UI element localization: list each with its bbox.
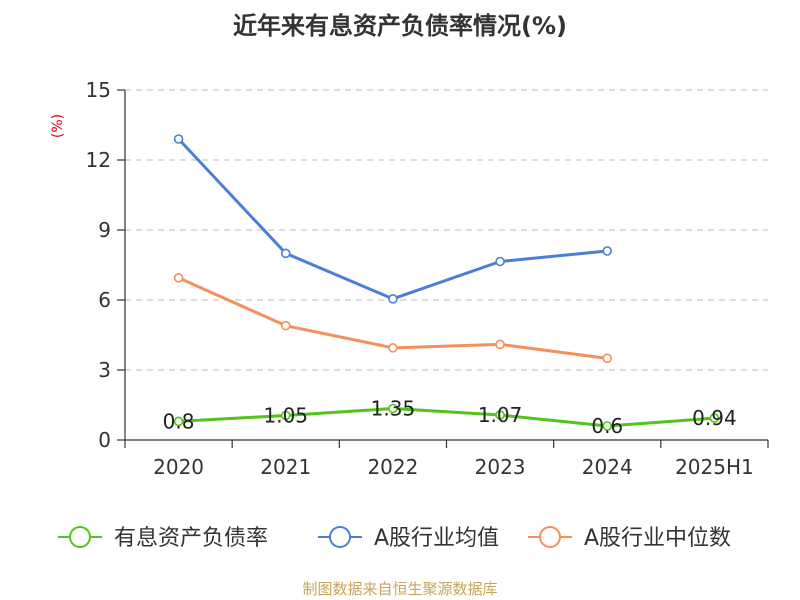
legend-label: A股行业中位数 — [584, 526, 731, 551]
data-label: 0.94 — [692, 406, 737, 430]
legend-marker — [69, 526, 91, 548]
y-tick-label: 3 — [98, 358, 111, 382]
x-tick-label: 2022 — [367, 455, 418, 479]
grid-lines — [125, 89, 768, 371]
series-line — [178, 407, 715, 428]
y-tick-label: 9 — [98, 218, 111, 242]
series-2 — [173, 273, 613, 364]
y-tick-label: 0 — [98, 428, 111, 452]
legend-item-2[interactable]: A股行业中位数 — [528, 526, 731, 551]
legend-marker — [329, 526, 351, 548]
data-label: 0.8 — [163, 409, 195, 433]
data-labels: 0.8 1.05 1.35 1.07 0.6 0.94 — [163, 397, 737, 439]
data-point[interactable] — [280, 248, 291, 259]
series-line — [177, 137, 608, 301]
series-0 — [173, 403, 720, 431]
data-label: 0.6 — [591, 414, 623, 438]
series-1 — [173, 134, 613, 304]
y-tick-label: 12 — [86, 148, 111, 172]
data-point[interactable] — [388, 343, 398, 353]
legend-item-0[interactable]: 有息资产负债率 — [58, 526, 268, 551]
x-tick-label: 2025H1 — [675, 455, 754, 479]
data-label: 1.07 — [478, 403, 523, 427]
y-tick-label: 6 — [98, 288, 111, 312]
data-point[interactable] — [280, 320, 291, 331]
data-point[interactable] — [388, 403, 398, 414]
data-label: 1.05 — [263, 404, 308, 428]
legend-item-1[interactable]: A股行业均值 — [318, 526, 499, 551]
series-group — [173, 134, 720, 431]
y-tick-labels: 0 3 6 9 12 15 — [86, 78, 111, 452]
axes — [117, 89, 769, 448]
source-note: 制图数据来自恒生聚源数据库 — [302, 580, 497, 598]
data-point[interactable] — [602, 353, 613, 364]
x-tick-label: 2024 — [582, 455, 633, 479]
legend[interactable]: 有息资产负债率 A股行业均值 A股行业中位数 — [58, 526, 731, 551]
y-axis-unit: (%) — [50, 114, 66, 138]
data-label: 1.35 — [371, 397, 416, 421]
data-point[interactable] — [602, 246, 613, 256]
data-point[interactable] — [173, 134, 184, 144]
data-point[interactable] — [602, 421, 613, 431]
data-point[interactable] — [173, 273, 184, 283]
x-tick-label: 2020 — [153, 455, 204, 479]
data-point[interactable] — [495, 339, 505, 350]
legend-marker — [539, 526, 561, 548]
data-point[interactable] — [173, 416, 184, 427]
data-point[interactable] — [280, 410, 291, 421]
y-tick-label: 15 — [86, 78, 111, 102]
legend-label: 有息资产负债率 — [114, 526, 268, 551]
x-tick-labels: 2020 2021 2022 2023 2024 2025H1 — [153, 455, 754, 479]
chart-title: 近年来有息资产负债率情况(%) — [233, 12, 567, 40]
legend-label: A股行业均值 — [374, 526, 499, 551]
data-point[interactable] — [495, 410, 505, 420]
x-tick-label: 2021 — [260, 455, 311, 479]
data-point[interactable] — [388, 294, 398, 304]
data-point[interactable] — [709, 413, 720, 423]
data-point[interactable] — [495, 256, 505, 267]
x-tick-label: 2023 — [475, 455, 526, 479]
